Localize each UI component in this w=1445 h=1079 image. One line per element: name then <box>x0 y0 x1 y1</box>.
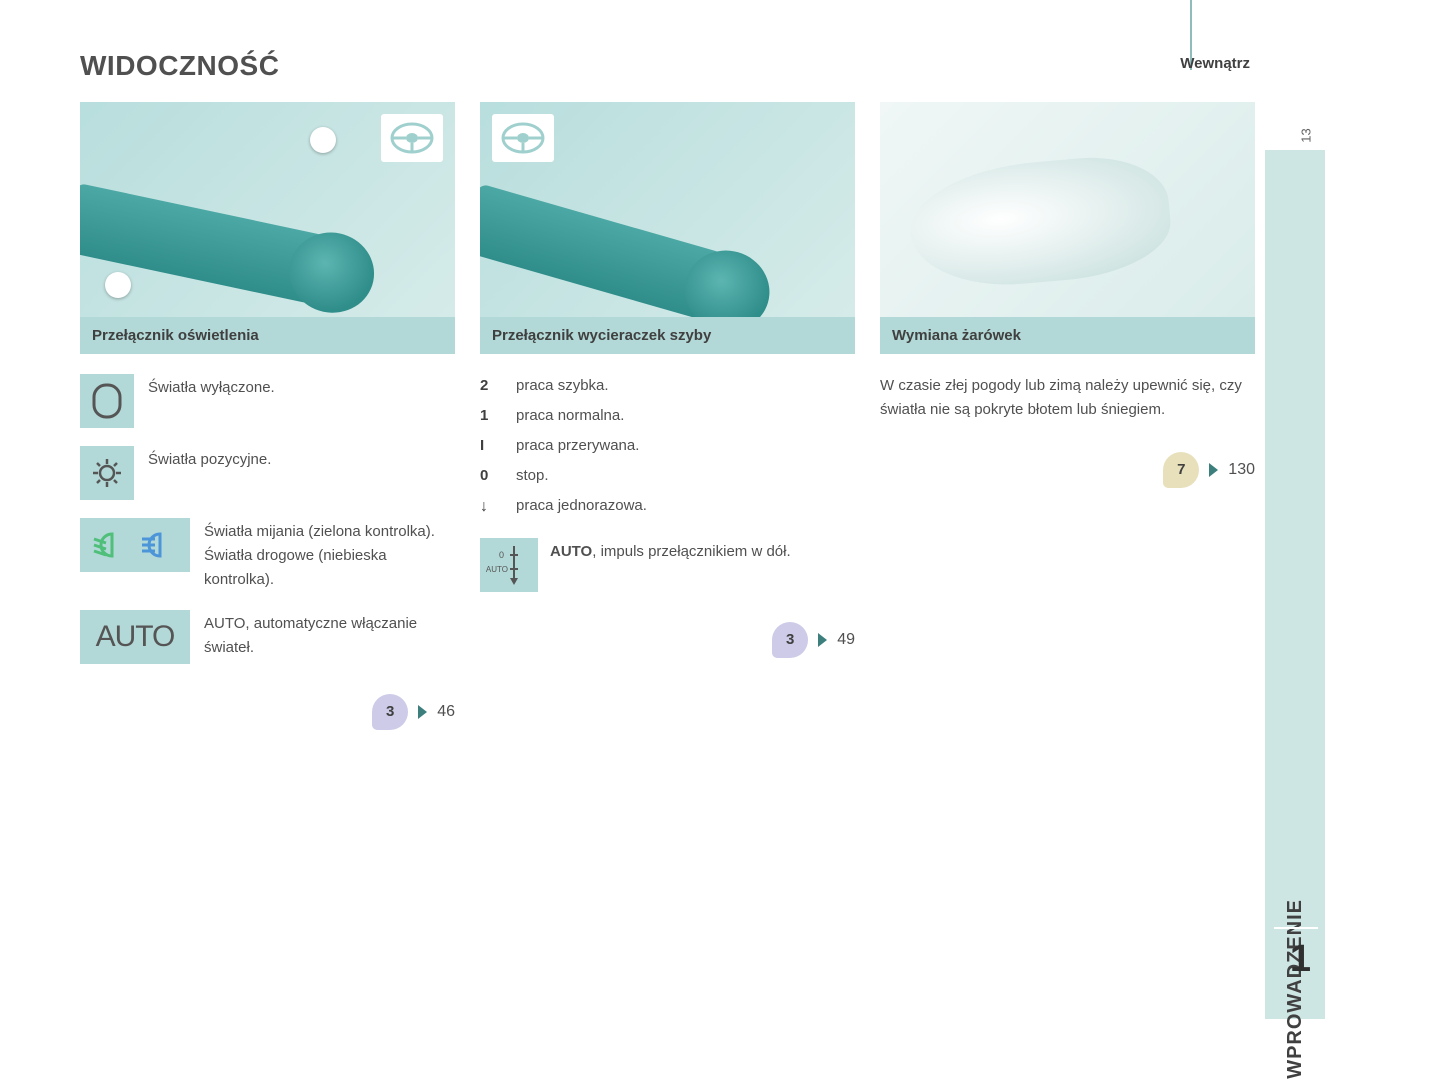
auto-icon: AUTO <box>80 610 190 664</box>
key-I: I <box>480 434 498 458</box>
ref-page: 49 <box>837 627 855 653</box>
ref-section-bubble: 3 <box>772 622 808 658</box>
position-lights-label: Światła pozycyjne. <box>148 446 455 472</box>
side-divider <box>1274 927 1318 929</box>
ref-arrow-icon <box>1209 463 1218 477</box>
side-chapter-number: 1 <box>1290 938 1311 981</box>
high-beam-icon <box>140 532 178 558</box>
beam-labels: Światła mijania (zielona kontrolka). Świ… <box>204 518 455 592</box>
auto-wiper-icon: 0 AUTO <box>480 538 538 592</box>
low-beam-label: Światła mijania (zielona kontrolka). <box>204 520 455 544</box>
ref-arrow-icon <box>818 633 827 647</box>
label-dot-a <box>105 272 131 298</box>
headlight-image <box>880 102 1255 317</box>
column-lighting: Przełącznik oświetlenia Światła wyłączon… <box>80 102 455 730</box>
lights-off-label: Światła wyłączone. <box>148 374 455 400</box>
steering-wheel-icon <box>381 114 443 162</box>
ref-section-bubble: 3 <box>372 694 408 730</box>
steering-wheel-icon <box>492 114 554 162</box>
caption-wipers: Przełącznik wycieraczek szyby <box>480 317 855 354</box>
auto-label: AUTO, automatyczne włączanie świateł. <box>204 610 455 660</box>
page-ref-col2: 3 49 <box>480 622 855 658</box>
key-down: ↓ <box>480 494 498 520</box>
side-section-label: WPROWADZENIE <box>1284 899 1307 1079</box>
low-beam-icon <box>92 532 130 558</box>
val-down: praca jednorazowa. <box>516 494 647 520</box>
val-2: praca szybka. <box>516 374 609 398</box>
auto-rest: , impuls przełącznikiem w dół. <box>592 543 790 560</box>
auto-wiper-text: AUTO, impuls przełącznikiem w dół. <box>550 538 855 564</box>
page-ref-col3: 7 130 <box>880 452 1255 488</box>
ref-arrow-icon <box>418 705 427 719</box>
caption-bulbs: Wymiana żarówek <box>880 317 1255 354</box>
key-2: 2 <box>480 374 498 398</box>
column-wipers: Przełącznik wycieraczek szyby 2 praca szy… <box>480 102 855 730</box>
caption-lighting: Przełącznik oświetlenia <box>80 317 455 354</box>
svg-text:0: 0 <box>499 550 504 560</box>
column-bulbs: Wymiana żarówek W czasie złej pogody lub… <box>880 102 1255 730</box>
position-lights-icon <box>80 446 134 500</box>
bulbs-body-text: W czasie złej pogody lub zimą należy upe… <box>880 374 1255 422</box>
lighting-stalk-image <box>80 102 455 317</box>
auto-bold: AUTO <box>550 543 592 560</box>
header-section: Wewnątrz <box>1180 55 1250 72</box>
beam-icons <box>80 518 190 572</box>
val-0: stop. <box>516 464 549 488</box>
high-beam-label: Światła drogowe (niebieska kontrolka). <box>204 544 455 592</box>
ref-section-bubble: 7 <box>1163 452 1199 488</box>
ref-page: 130 <box>1228 457 1255 483</box>
label-dot-b <box>310 127 336 153</box>
ref-page: 46 <box>437 699 455 725</box>
wiper-mode-list: 2 praca szybka. 1 praca normalna. Ipraca p… <box>480 374 855 520</box>
side-tab <box>1265 150 1325 1019</box>
lights-off-icon <box>80 374 134 428</box>
page-number: 13 <box>1298 128 1313 142</box>
val-I: praca przerywana. <box>516 434 639 458</box>
key-1: 1 <box>480 404 498 428</box>
page-ref-col1: 3 46 <box>80 694 455 730</box>
svg-text:AUTO: AUTO <box>486 565 508 574</box>
key-0: 0 <box>480 464 498 488</box>
wiper-stalk-image <box>480 102 855 317</box>
val-1: praca normalna. <box>516 404 624 428</box>
